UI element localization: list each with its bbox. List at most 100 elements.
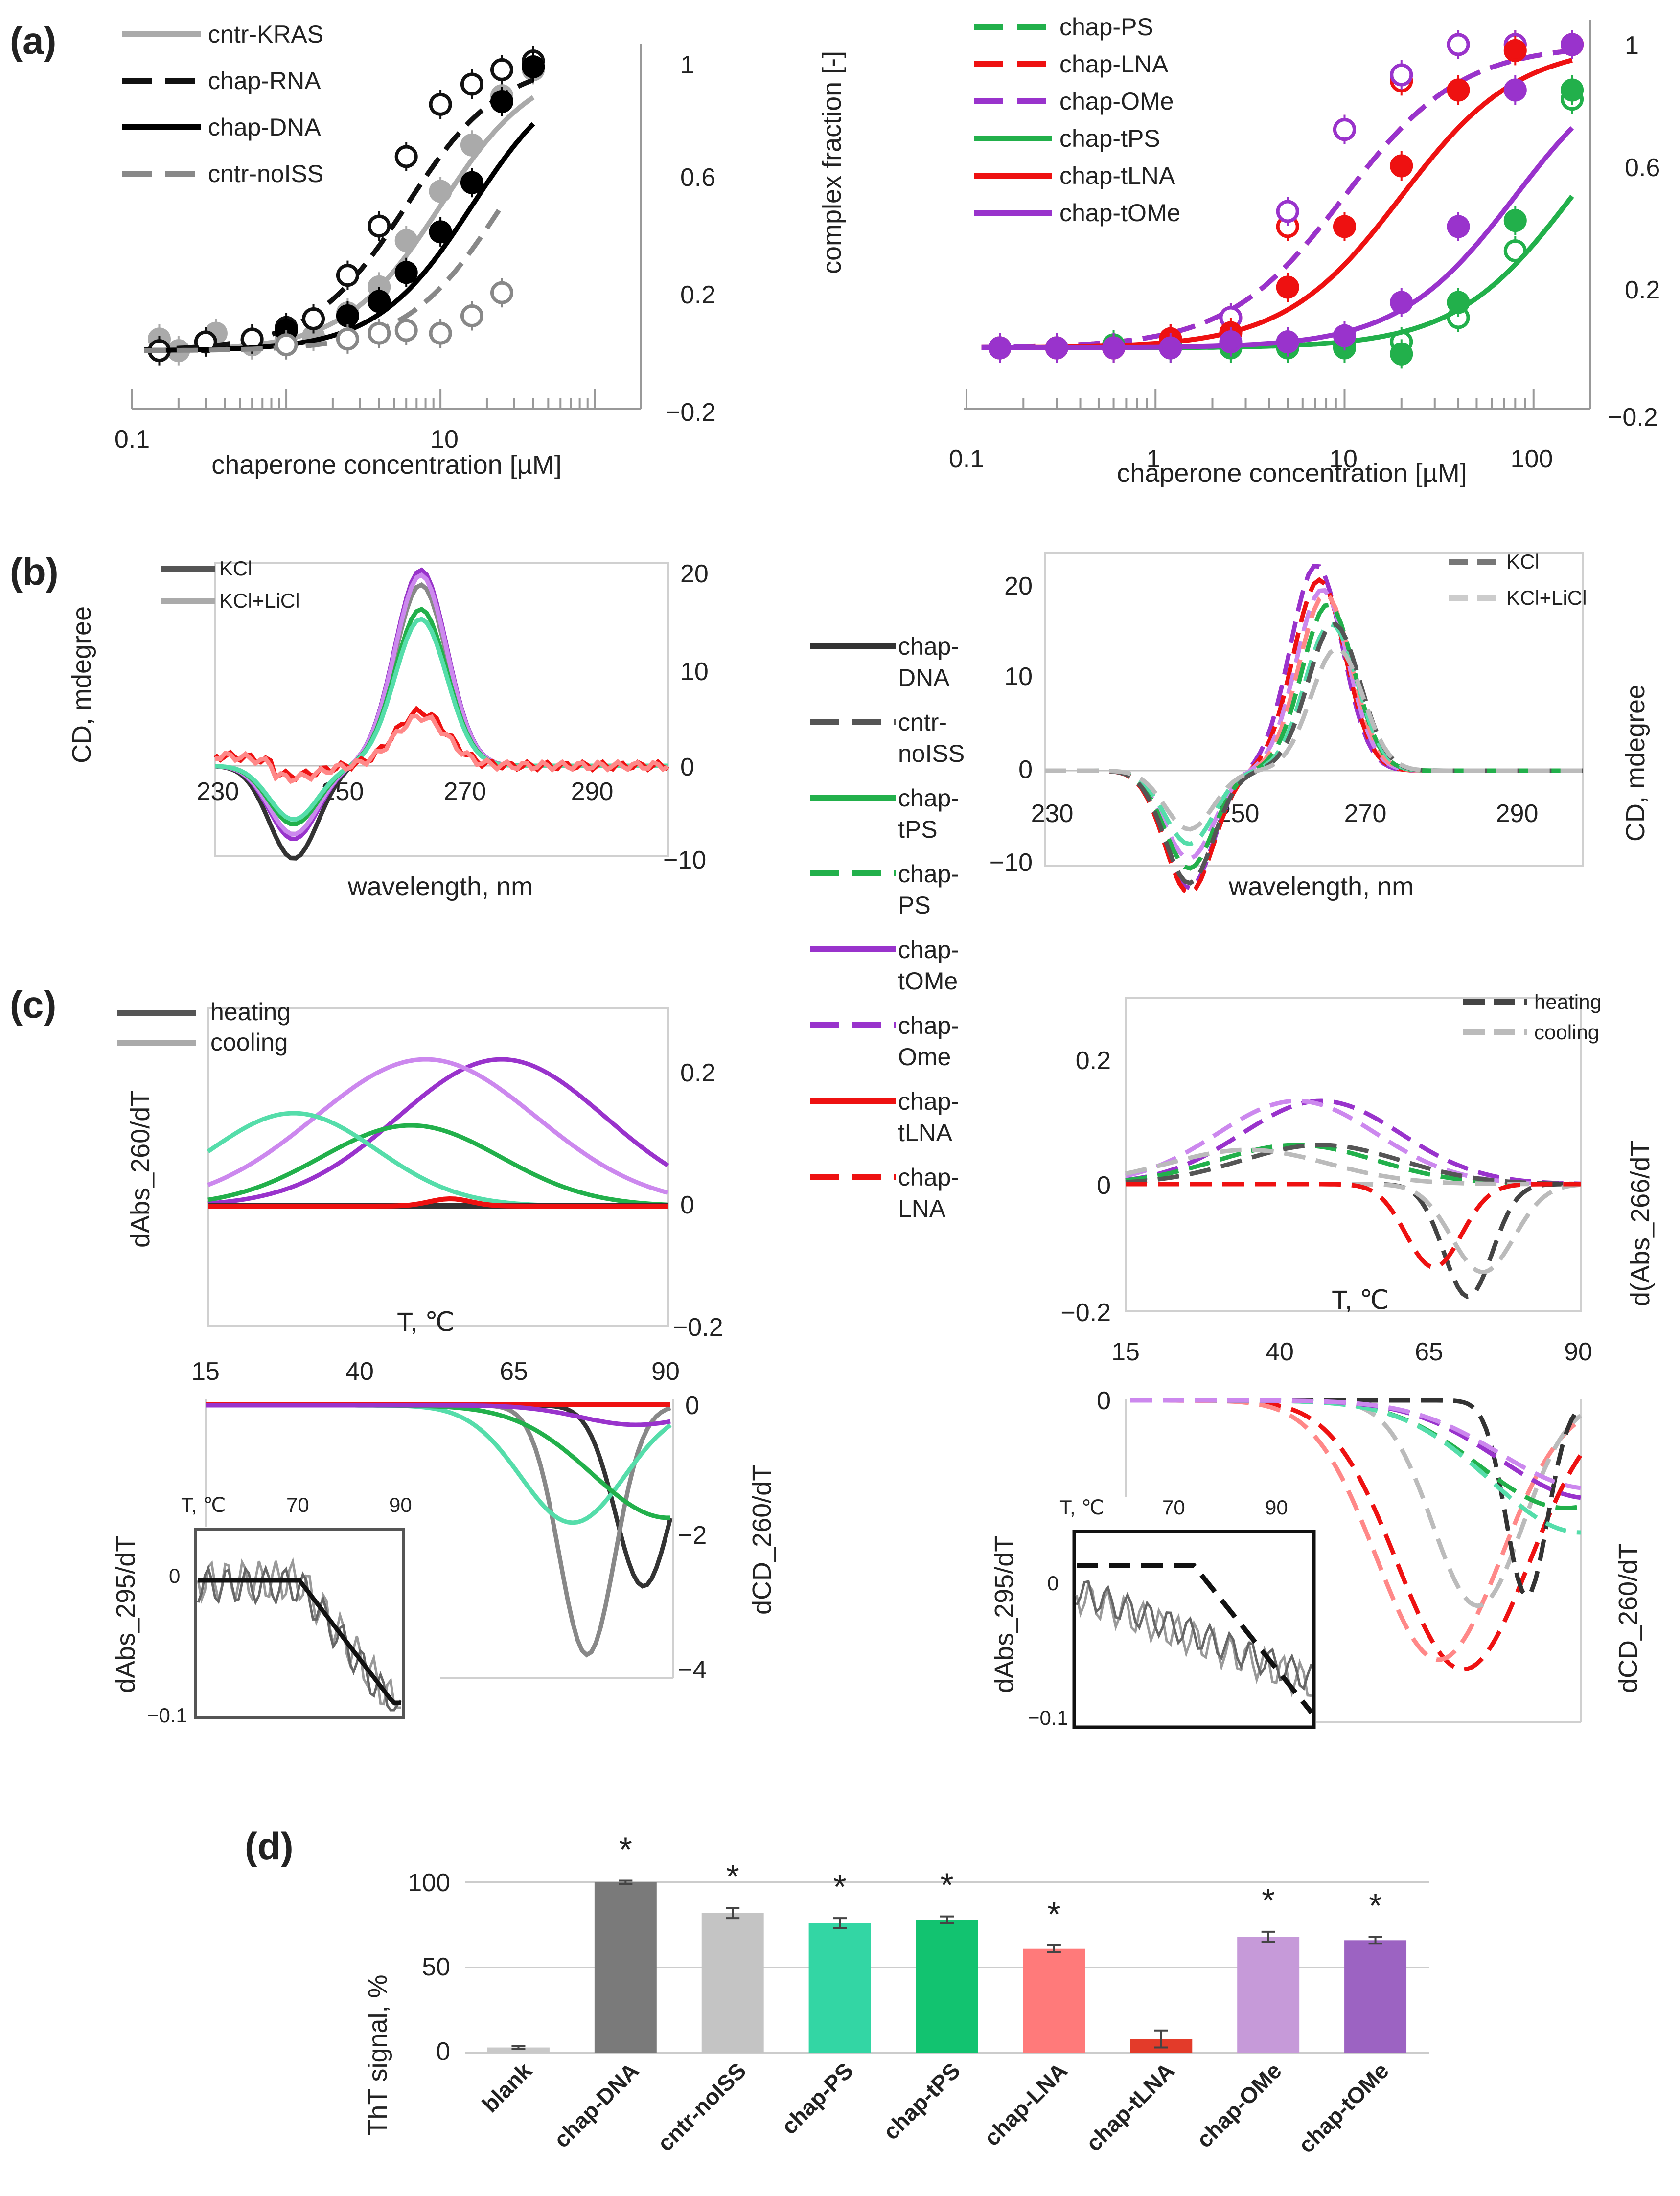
- inset-plot: [1075, 1563, 1313, 1715]
- x-tick-label: 40: [345, 1357, 374, 1386]
- legend-label-cntr-noiss: cntr-noISS: [208, 160, 323, 187]
- melting-curve: [207, 1057, 669, 1195]
- y-tick-label: 10: [680, 658, 709, 686]
- y-tick-label: 0: [680, 1191, 694, 1219]
- cd-melting-curve: [206, 1403, 671, 1427]
- cd-melting-curve: [1130, 1398, 1581, 1490]
- data-point-chap-tps: [1561, 78, 1584, 102]
- inset-x-tick-label: 90: [389, 1493, 412, 1516]
- cd-curve: [213, 706, 669, 782]
- melting-curve: [1125, 1143, 1581, 1187]
- y-tick-label: 0: [1097, 1387, 1111, 1415]
- melting-curve: [1126, 1182, 1581, 1299]
- plot-area: [1130, 1398, 1583, 1672]
- data-point-chap-ome: [1276, 200, 1299, 223]
- category-label-chap-tome: chap-tOMe: [1293, 2058, 1394, 2158]
- cd-curve: [215, 713, 669, 784]
- y-tick-label: 50: [422, 1953, 450, 1981]
- cd-melting-curve: [1130, 1398, 1581, 1510]
- data-point-chap-tome: [1159, 336, 1182, 360]
- inset-x-tick-label: 70: [286, 1493, 309, 1516]
- y-tick-label: 0: [1097, 1171, 1111, 1200]
- x-tick-label: 100: [1511, 445, 1553, 473]
- category-label-chap-ome: chap-OMe: [1192, 2058, 1287, 2152]
- bar-chap-ome: [1237, 1937, 1300, 2053]
- data-point-chap-rna: [302, 307, 325, 330]
- data-point-chap-dna: [522, 55, 545, 78]
- category-label-chap-dna: chap-DNA: [549, 2058, 644, 2152]
- x-tick-label: 90: [1564, 1338, 1592, 1366]
- cd-curve: [1045, 602, 1583, 871]
- cd-curve: [1045, 646, 1583, 832]
- x-tick-label: 40: [1266, 1338, 1294, 1366]
- y-tick-label: 0.2: [1625, 276, 1660, 304]
- x-tick-label: 90: [651, 1357, 680, 1386]
- x-minor-ticks: [131, 389, 642, 409]
- data-point-chap-dna: [368, 290, 391, 313]
- inset-curve: [1075, 1580, 1313, 1691]
- data-point-chap-rna: [490, 58, 513, 81]
- data-point-chap-tome: [988, 336, 1012, 360]
- x-tick-label: 0.1: [115, 425, 150, 454]
- melting-curve: [1125, 1098, 1581, 1187]
- chart-c-right-top: 0.2 0 −0.2 15 40 65 90 T, ℃ d(Abs_266/dT…: [1060, 990, 1655, 1366]
- data-point-chap-rna: [460, 72, 483, 96]
- significance-star: *: [1369, 1886, 1382, 1924]
- x-tick-label: 15: [191, 1357, 220, 1386]
- inset-curve: [1075, 1581, 1312, 1698]
- data-point-chap-dna: [429, 220, 452, 244]
- plot-area: blank * chap-DNA * cntr-noISS * chap-PS * chap-t…: [465, 1830, 1429, 2158]
- bar-chap-dna: [594, 1882, 657, 2053]
- legend-label-cooling: cooling: [210, 1029, 288, 1056]
- y-axis-label: CD, mdegree: [1621, 685, 1650, 842]
- data-point-chap-tps: [1447, 291, 1470, 314]
- legend-label-cntr-kras: cntr-KRAS: [208, 21, 323, 48]
- y-tick-label: 0: [436, 2037, 450, 2066]
- melting-curve: [1126, 1182, 1581, 1274]
- x-axis-label: chaperone concentration [µM]: [211, 450, 562, 480]
- data-point-chap-tome: [1447, 215, 1470, 238]
- significance-star: *: [1047, 1895, 1060, 1933]
- legend-label-heating: heating: [1534, 990, 1602, 1013]
- chart-d: ThT signal, % 100 50 0 blank * chap-DNA * cn…: [363, 1830, 1429, 2158]
- y-tick-label: −0.2: [1608, 403, 1658, 432]
- data-point-chap-tlna: [1276, 275, 1299, 299]
- inset-y-label: dAbs_295/dT: [111, 1536, 140, 1693]
- data-point-chap-tlna: [1333, 215, 1356, 238]
- legend-label-chap-tome: chap-: [898, 936, 959, 963]
- cd-curve: [1045, 621, 1583, 886]
- category-label-chap-tlna: chap-tLNA: [1081, 2058, 1179, 2156]
- plot-area: [144, 46, 545, 366]
- y-axis-label: complex fraction [-]: [817, 51, 847, 274]
- y-tick-label: 0.2: [680, 281, 715, 309]
- plot-frame: [1044, 552, 1584, 867]
- data-point-chap-tps: [1390, 342, 1413, 366]
- chart-a-left: 0.1 10 1 0.6 0.2 −0.2 chaperone concentr…: [115, 21, 716, 480]
- data-point-chap-dna: [490, 90, 513, 113]
- data-point-cntr-kras: [460, 133, 483, 157]
- data-point-chap-ome: [1447, 33, 1470, 56]
- y-tick-label: 0.6: [1625, 154, 1660, 182]
- panel-label-d: (d): [245, 1825, 294, 1868]
- legend-label-chap-dna: chap-DNA: [208, 114, 321, 141]
- data-point-cntr-noiss: [336, 327, 359, 351]
- bar-chap-lna: [1023, 1948, 1085, 2053]
- plot-area: [213, 567, 669, 861]
- x-tick-label: 10: [1329, 445, 1358, 473]
- data-point-chap-tlna: [1390, 154, 1413, 178]
- legend-label-chap-ps: chap-PS: [1059, 13, 1153, 41]
- y-tick-label: −4: [678, 1656, 707, 1684]
- x-axis-label: chaperone concentration [µM]: [1117, 458, 1467, 488]
- inset-curve: [198, 1578, 401, 1705]
- significance-star: *: [619, 1830, 632, 1869]
- melting-curve: [1125, 1143, 1581, 1187]
- inset-y-tick-label: −0.1: [1028, 1706, 1068, 1729]
- inset-x-tick-label: 90: [1265, 1496, 1288, 1519]
- x-axis-label: T, ℃: [397, 1307, 455, 1337]
- bar-chap-ps: [808, 1923, 871, 2053]
- significance-star: *: [1262, 1881, 1275, 1920]
- chart-a-right: 0.1 1 10 100 1 0.6 0.2 −0.2 chaperone co…: [817, 13, 1660, 488]
- panel-label-b: (b): [10, 550, 59, 593]
